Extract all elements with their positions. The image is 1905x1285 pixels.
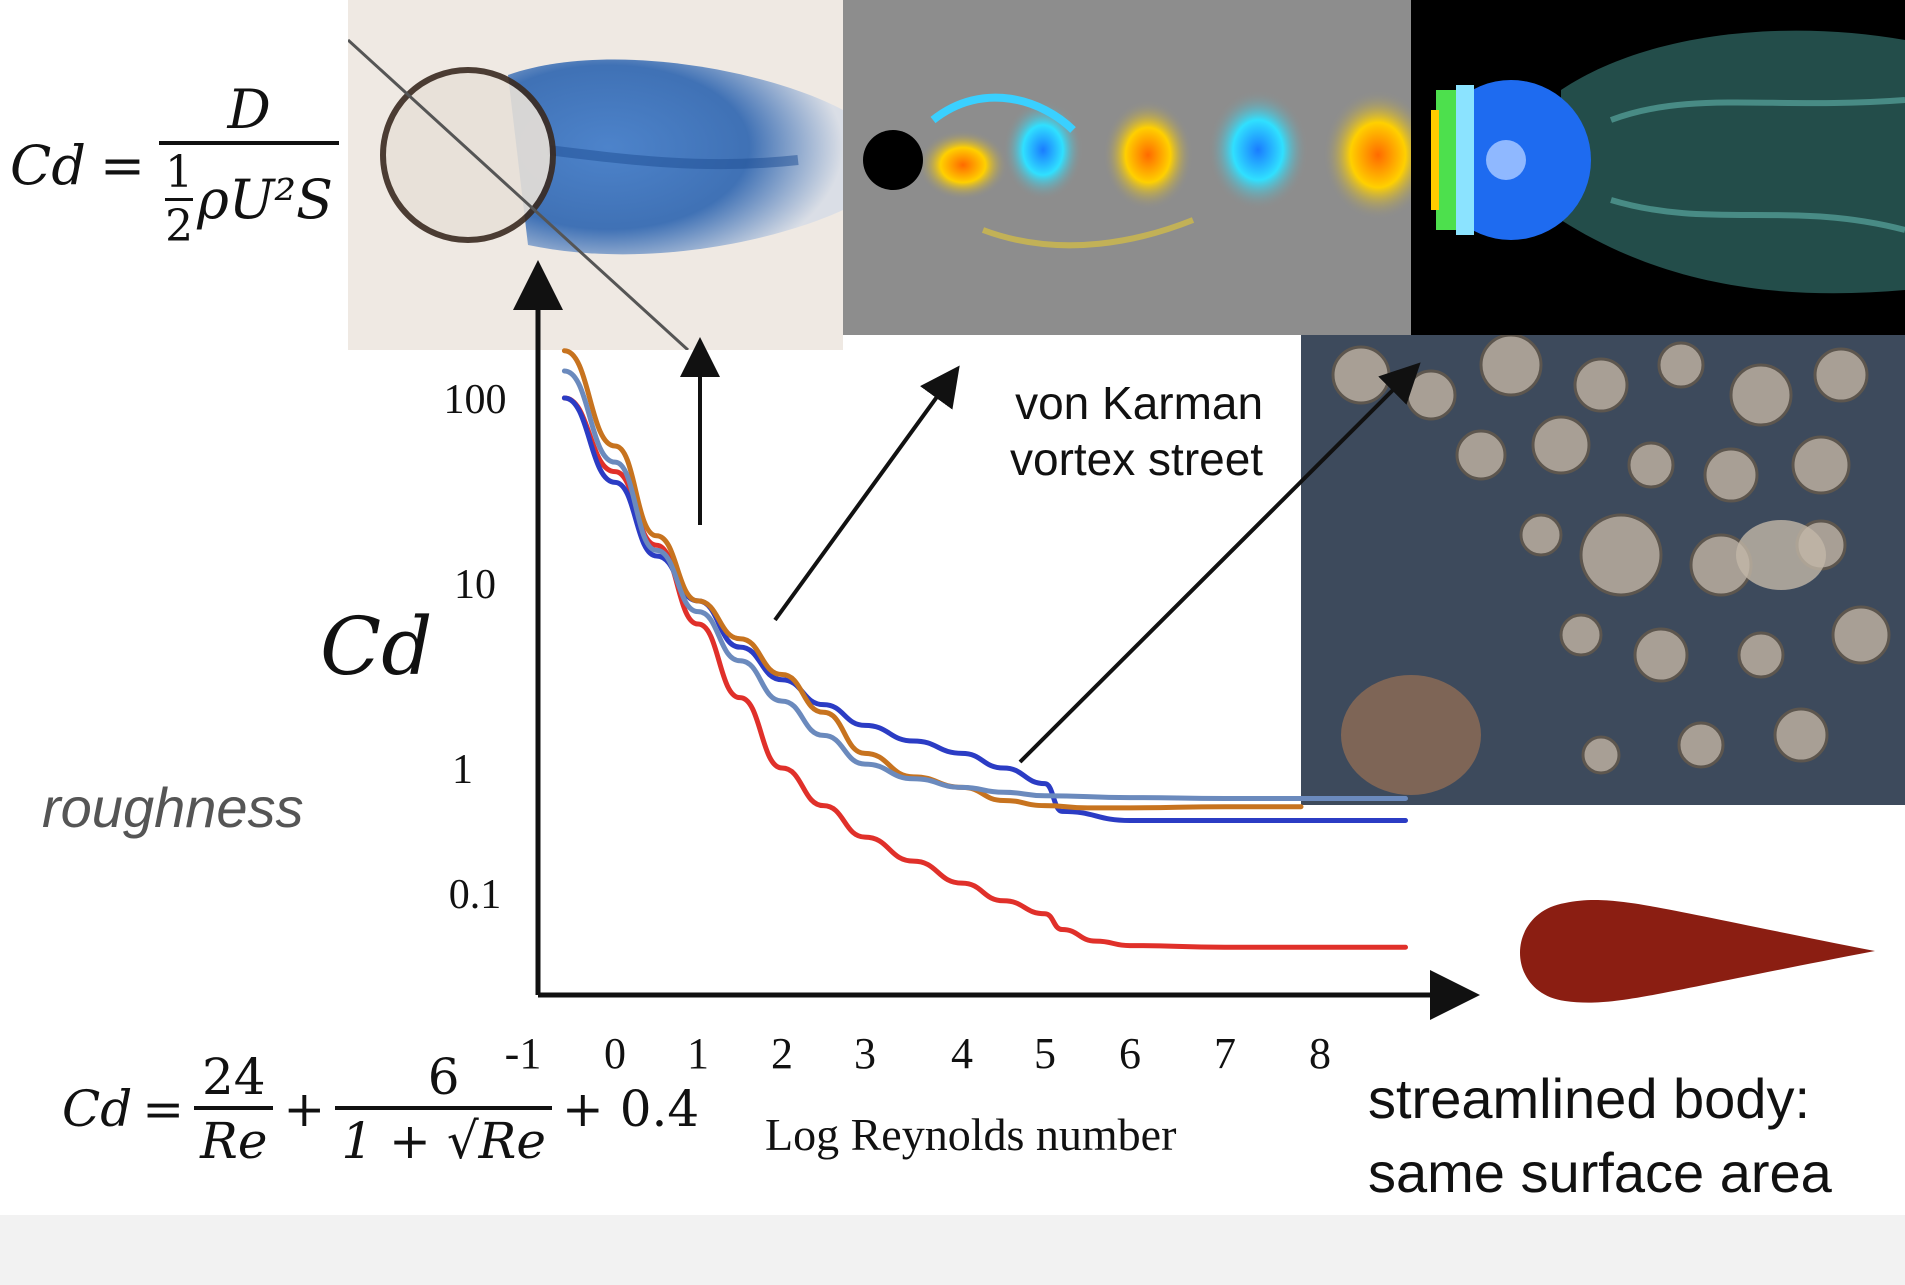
drag-coefficient-definition: Cd = D 1 2 ρU²S xyxy=(10,78,340,252)
drag-fraction: D 1 2 ρU²S xyxy=(159,78,340,252)
y-tick-label: 100 xyxy=(444,377,507,423)
y-tick-label: 0.1 xyxy=(449,872,502,918)
barnacles-rough-surface-photo xyxy=(1301,335,1905,805)
axes-layer xyxy=(513,260,1480,1020)
x-tick-label: 2 xyxy=(771,1029,793,1078)
streamlined-line-1: streamlined body: xyxy=(1368,1067,1811,1130)
series-line-0 xyxy=(561,395,1408,950)
pointer-arrow-von-karman xyxy=(773,365,960,622)
half-num: 1 xyxy=(165,147,194,198)
roughness-label: roughness xyxy=(42,776,304,839)
pointer-arrow-turbulent xyxy=(1018,362,1421,764)
y-tick-label: 1 xyxy=(452,747,473,793)
ticks-layer: -1 0 1 2 3 4 5 6 7 8 100 10 1 0.1 xyxy=(444,377,1332,1078)
term2-num: 6 xyxy=(427,1048,460,1106)
approx-plus-constant: + 0.4 xyxy=(561,1080,700,1138)
von-karman-line-1: von Karman xyxy=(1015,377,1264,429)
denominator-rest: ρU²S xyxy=(197,168,334,231)
term2-den: 1 + √Re xyxy=(335,1106,552,1170)
streamlined-body-label: streamlined body: same surface area xyxy=(1368,1062,1832,1210)
series-layer xyxy=(561,348,1408,950)
streamlined-body-shape xyxy=(1520,900,1875,1003)
pointer-arrows xyxy=(680,337,1421,764)
y-axis-title: Cd xyxy=(320,600,433,693)
approx-cd-lhs: Cd xyxy=(62,1080,133,1138)
cylinder-wake-photo xyxy=(348,0,843,350)
x-tick-label: 1 xyxy=(687,1029,709,1078)
x-tick-label: 6 xyxy=(1119,1029,1141,1078)
von-karman-line-2: vortex street xyxy=(1010,433,1264,485)
term2-fraction: 6 1 + √Re xyxy=(335,1048,552,1170)
approx-equals: = xyxy=(142,1080,185,1138)
turbulent-wake-simulation xyxy=(1411,0,1905,335)
von-karman-label: von Karman vortex street xyxy=(1010,375,1263,487)
y-tick-label: 10 xyxy=(454,562,496,608)
approx-plus-1: + xyxy=(283,1080,326,1138)
term1-num: 24 xyxy=(201,1048,266,1106)
streamlined-line-2: same surface area xyxy=(1368,1141,1832,1204)
x-tick-label: 3 xyxy=(854,1029,876,1078)
term1-den: Re xyxy=(194,1106,274,1170)
drag-numerator: D xyxy=(227,78,271,141)
x-tick-label: 0 xyxy=(604,1029,626,1078)
von-karman-simulation xyxy=(843,0,1411,335)
half-den: 2 xyxy=(165,198,194,252)
drag-denominator: 1 2 ρU²S xyxy=(159,141,340,252)
x-tick-label: -1 xyxy=(505,1029,542,1078)
term1-fraction: 24 Re xyxy=(194,1048,274,1170)
drag-coefficient-approximation: Cd = 24 Re + 6 1 + √Re + 0.4 xyxy=(62,1048,699,1170)
x-tick-label: 4 xyxy=(951,1029,973,1078)
formula-cd-lhs: Cd xyxy=(10,133,86,197)
formula-equals: = xyxy=(99,133,146,197)
streamlined-body-fill xyxy=(1520,900,1875,1003)
x-tick-label: 7 xyxy=(1214,1029,1236,1078)
x-axis-title: Log Reynolds number xyxy=(765,1109,1177,1160)
series-line-2 xyxy=(561,348,1304,811)
x-tick-label: 5 xyxy=(1034,1029,1056,1078)
x-tick-label: 8 xyxy=(1309,1029,1331,1078)
footer-band xyxy=(0,1215,1905,1285)
series-line-3 xyxy=(561,368,1408,802)
half-fraction: 1 2 xyxy=(165,147,194,252)
